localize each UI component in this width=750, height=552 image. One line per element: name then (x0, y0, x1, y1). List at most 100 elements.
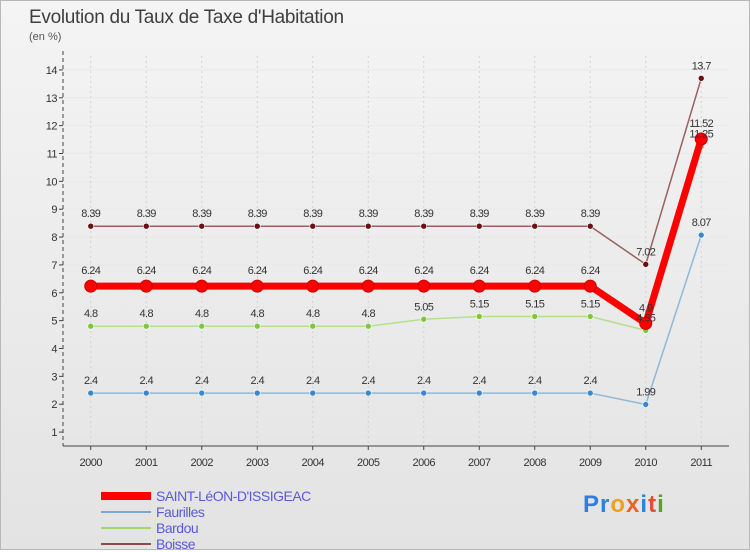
data-point (472, 279, 486, 293)
legend-label: Boisse (156, 536, 196, 552)
data-point (420, 389, 428, 397)
series-line (90, 78, 702, 266)
y-tick-label: 5 (51, 316, 57, 328)
y-tick-label: 1 (51, 427, 57, 439)
data-label: 8.39 (525, 208, 544, 220)
y-tick-label: 2 (51, 399, 57, 411)
data-label: 6.24 (581, 265, 600, 277)
data-point (697, 231, 705, 239)
data-label: 2.4 (84, 375, 98, 387)
data-label: 6.24 (192, 265, 211, 277)
data-point (253, 389, 261, 397)
data-label: 4.9 (639, 302, 653, 314)
data-point (420, 315, 428, 323)
data-point (142, 389, 150, 397)
data-label: 8.39 (470, 208, 489, 220)
y-tick-label: 11 (47, 149, 58, 161)
data-label: 11.25 (689, 129, 713, 141)
data-label: 2.4 (251, 375, 265, 387)
y-tick-label: 4 (51, 344, 57, 356)
x-tick-label: 2006 (413, 457, 436, 469)
data-label: 8.39 (248, 208, 267, 220)
data-point (694, 132, 708, 146)
data-label: 6.24 (303, 265, 322, 277)
data-point (306, 279, 320, 293)
data-point (531, 389, 539, 397)
data-point (142, 222, 150, 230)
series-line (90, 146, 702, 332)
legend-label: SAINT-LéON-D'ISSIGEAC (156, 488, 311, 504)
data-label: 5.15 (470, 298, 489, 310)
x-tick-label: 2008 (524, 457, 547, 469)
data-label: 2.4 (417, 375, 431, 387)
data-label: 8.39 (81, 208, 100, 220)
x-tick-label: 2002 (191, 457, 214, 469)
data-label: 5.15 (581, 298, 600, 310)
x-tick-label: 2010 (635, 457, 658, 469)
data-point (531, 222, 539, 230)
data-label: 1.99 (636, 386, 655, 398)
data-point (639, 316, 653, 330)
legend-label: Bardou (156, 520, 199, 536)
y-tick-label: 7 (51, 260, 57, 272)
logo-letter: t (648, 491, 658, 518)
legend-item-boisse: Boisse (101, 536, 311, 552)
x-tick-label: 2009 (579, 457, 602, 469)
x-tick-label: 2004 (302, 457, 325, 469)
data-label: 2.4 (584, 375, 598, 387)
data-point (475, 389, 483, 397)
data-label: 8.39 (359, 208, 378, 220)
data-point (309, 322, 317, 330)
x-tick-label: 2001 (135, 457, 158, 469)
y-tick-label: 8 (51, 232, 57, 244)
logo-letter: i (657, 491, 665, 518)
data-label: 2.4 (195, 375, 209, 387)
data-label: 4.65 (636, 312, 655, 324)
data-label: 4.8 (84, 308, 98, 320)
data-point (586, 313, 594, 320)
data-label: 6.24 (525, 265, 544, 277)
data-point (417, 279, 431, 293)
data-label: 5.15 (525, 298, 544, 310)
chart-subtitle: (en %) (29, 31, 62, 43)
data-point (361, 279, 375, 293)
data-point (697, 74, 705, 82)
data-point (364, 222, 372, 230)
x-tick-label: 2007 (468, 457, 491, 469)
data-label: 4.8 (362, 308, 376, 320)
data-label: 8.39 (192, 208, 211, 220)
data-label: 8.07 (692, 217, 711, 229)
legend-swatch (101, 511, 151, 513)
data-point (475, 313, 483, 320)
data-label: 4.8 (195, 308, 209, 320)
legend-item-faurilles: Faurilles (101, 504, 311, 520)
data-label: 6.24 (248, 265, 267, 277)
data-point (142, 322, 150, 330)
data-point (139, 279, 153, 293)
legend-swatch (101, 492, 151, 500)
data-point (195, 279, 209, 293)
data-point (475, 222, 483, 230)
data-point (642, 261, 650, 268)
data-point (198, 222, 206, 230)
data-label: 8.39 (303, 208, 322, 220)
data-label: 4.8 (251, 308, 265, 320)
data-label: 6.24 (470, 265, 489, 277)
logo-letter: P (583, 491, 601, 518)
y-tick-label: 13 (46, 93, 58, 105)
data-point (87, 322, 95, 330)
legend-item-saint-leon: SAINT-LéON-D'ISSIGEAC (101, 488, 311, 504)
data-point (528, 279, 542, 293)
data-label: 6.24 (359, 265, 378, 277)
logo-letter: o (610, 491, 627, 518)
legend-label: Faurilles (156, 504, 205, 520)
data-point (198, 322, 206, 330)
data-label: 2.4 (140, 375, 154, 387)
chart-legend: SAINT-LéON-D'ISSIGEAC Faurilles Bardou B… (101, 488, 311, 552)
data-point (531, 313, 539, 320)
data-label: 4.8 (140, 308, 154, 320)
data-label: 8.39 (414, 208, 433, 220)
data-point (583, 279, 597, 293)
